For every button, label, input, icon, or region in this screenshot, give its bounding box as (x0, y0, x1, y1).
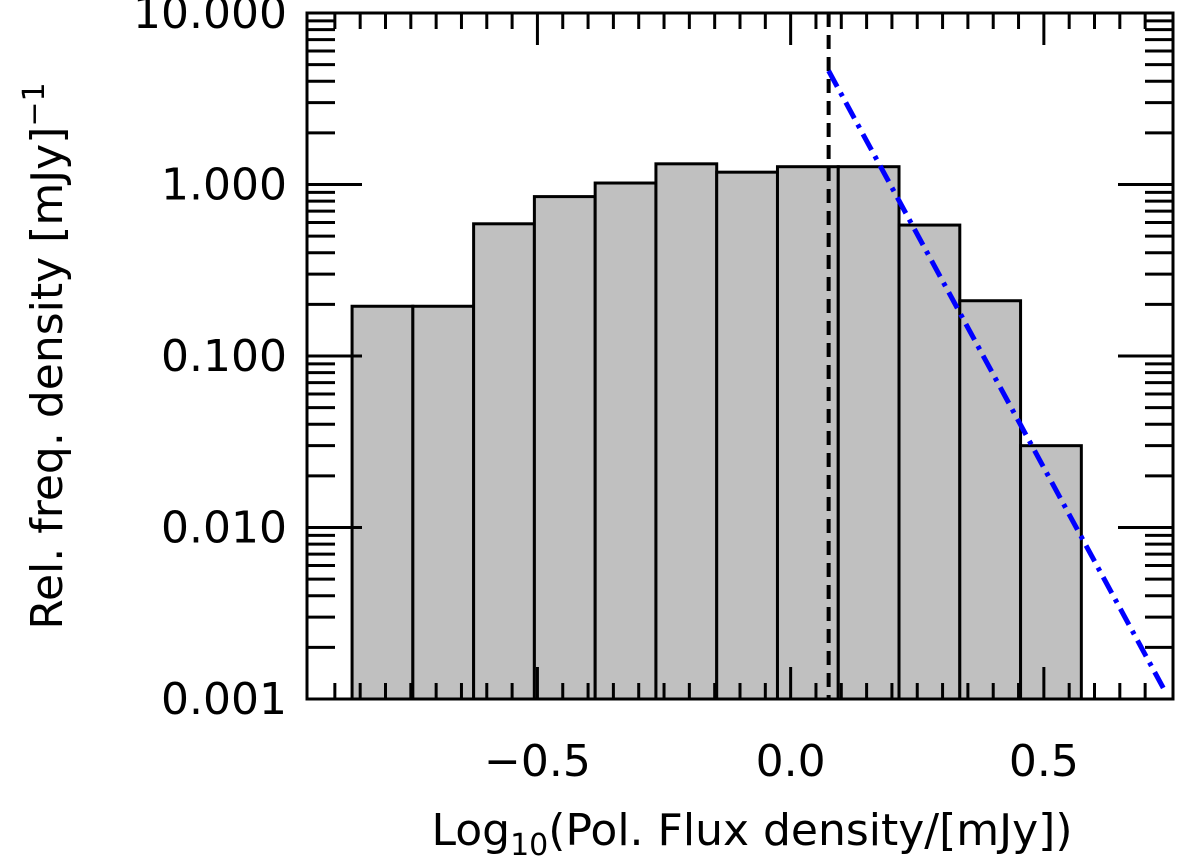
x-axis-title-subscript: 10 (510, 828, 548, 863)
x-tick-label: 0.5 (1009, 736, 1079, 787)
y-axis-title-superscript: −1 (17, 82, 52, 126)
histogram-bar (593, 181, 658, 701)
histogram-bar (532, 195, 597, 701)
y-tick-label: 0.001 (161, 674, 287, 725)
y-tick-label: 10.000 (133, 0, 287, 39)
y-axis-title-main: Rel. freq. density [mJy] (22, 127, 73, 630)
histogram-bar (715, 170, 779, 701)
x-axis-title-rest: (Pol. Flux density/[mJy]) (548, 805, 1072, 856)
x-axis-title: Log10(Pol. Flux density/[mJy]) (432, 805, 1073, 863)
reference-lines (826, 13, 1168, 699)
axis-titles: Log10(Pol. Flux density/[mJy]) Rel. freq… (17, 82, 1073, 863)
histogram-bar (472, 222, 536, 701)
axis-ticks (307, 11, 1173, 701)
y-axis-title: Rel. freq. density [mJy]−1 (17, 82, 73, 629)
histogram-bar (958, 299, 1023, 701)
tick-labels: −0.5 0.0 0.5 0.001 0.010 0.100 1.000 10.000 (133, 0, 1079, 787)
x-axis-title-main: Log (432, 805, 511, 856)
power-law-fit-line (826, 69, 1168, 694)
y-tick-label: 0.010 (161, 503, 287, 554)
histogram-bar (411, 304, 476, 701)
histogram-bar (350, 304, 415, 701)
y-tick-label: 1.000 (161, 160, 287, 211)
x-tick-label: −0.5 (484, 736, 591, 787)
histogram-bar (897, 223, 962, 701)
y-tick-label: 0.100 (161, 331, 287, 382)
histogram-bar (654, 162, 719, 701)
histogram-bars (350, 162, 1083, 701)
histogram-bar (836, 165, 901, 701)
x-tick-label: 0.0 (756, 736, 826, 787)
